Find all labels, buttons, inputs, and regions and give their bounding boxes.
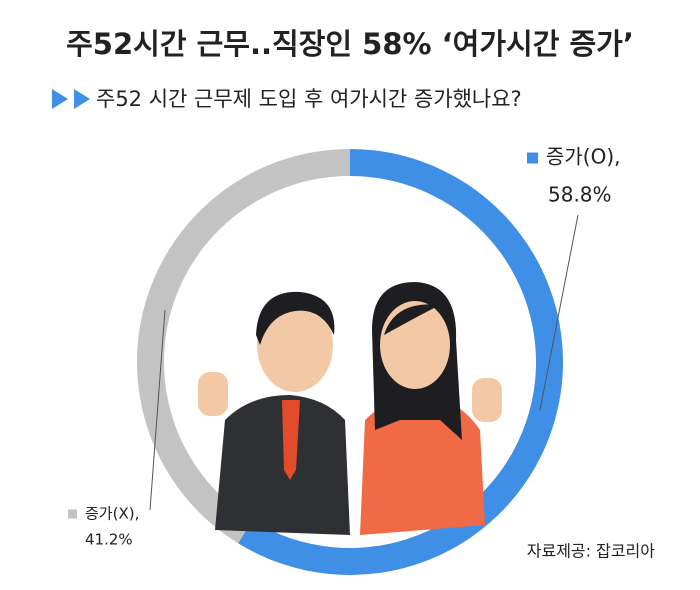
bullet-icon [52,89,68,109]
leader-line [149,309,166,511]
man-body [215,395,350,535]
source-note: 자료제공: 잡코리아 [527,542,656,561]
bullet-icon [74,89,90,109]
legend-swatch [527,152,538,164]
man-head [257,298,333,392]
woman-bangs [384,304,440,335]
donut-segment [136,149,350,544]
donut [136,149,563,575]
man-hair [256,291,335,345]
man-tie [282,400,300,480]
leader-line [539,214,579,411]
legend-label: 증가(X), [85,505,139,523]
chart-subtitle: 주52 시간 근무제 도입 후 여가시간 증가했나요? [96,87,522,111]
legend-swatch [68,509,77,519]
value-label: 41.2% [85,531,133,549]
illustration [198,282,502,535]
value-label: 58.8% [548,183,612,207]
chart-title: 주52시간 근무..직장인 58% ‘여가시간 증가’ [66,27,634,61]
man-hand [198,372,228,416]
legend-label: 증가(O), [546,145,621,169]
donut-segment [238,149,563,575]
woman-hand [472,378,502,422]
